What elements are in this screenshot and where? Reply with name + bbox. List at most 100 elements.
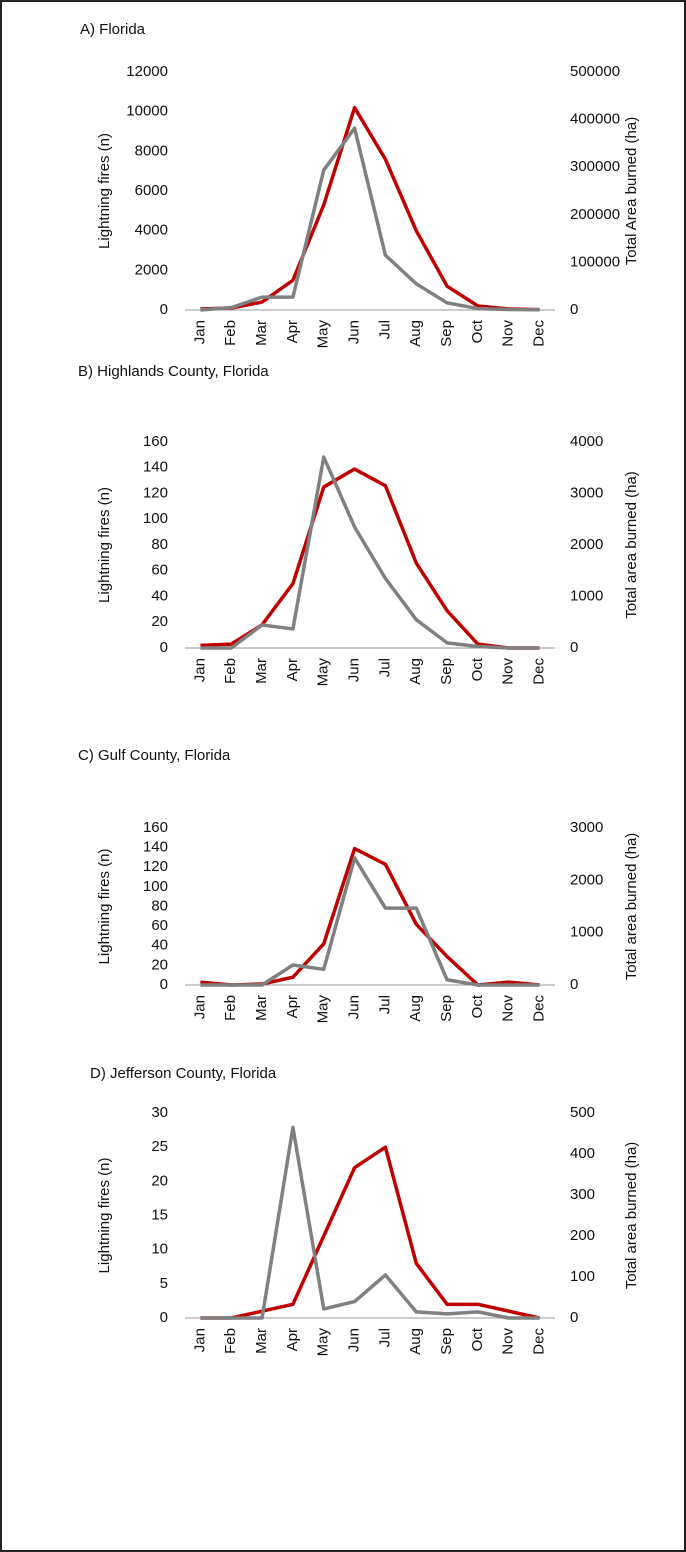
x-tick-label: Feb [222, 658, 239, 684]
y2-tick-label: 500000 [570, 63, 620, 80]
y2-tick-label: 100000 [570, 253, 620, 270]
y-tick-label: 15 [151, 1206, 168, 1223]
y2-tick-label: 0 [570, 639, 578, 656]
y-tick-label: 8000 [135, 142, 168, 159]
y2-axis-label: Total area burned (ha) [623, 471, 640, 619]
series-line [200, 455, 540, 650]
x-tick-label: Sep [438, 1328, 455, 1355]
x-tick-label: Oct [469, 994, 486, 1018]
x-tick-label: May [315, 995, 332, 1024]
y-tick-label: 0 [160, 639, 168, 656]
y2-tick-label: 300000 [570, 158, 620, 175]
y-tick-label: 120 [143, 484, 168, 501]
y2-tick-label: 0 [570, 301, 578, 318]
y2-axis-label: Total area burned (ha) [623, 1142, 640, 1290]
x-tick-label: Feb [222, 995, 239, 1021]
y-tick-label: 0 [160, 976, 168, 993]
x-tick-label: Mar [253, 995, 270, 1021]
y-tick-label: 0 [160, 1309, 168, 1326]
x-tick-label: Feb [222, 320, 239, 346]
y-tick-label: 100 [143, 510, 168, 527]
x-tick-label: Apr [284, 320, 301, 343]
y-axis-label: Lightning fires (n) [96, 133, 113, 249]
x-tick-label: Dec [531, 320, 548, 347]
y-tick-label: 120 [143, 858, 168, 875]
x-tick-label: Jan [191, 1328, 208, 1352]
x-tick-label: Sep [438, 658, 455, 685]
x-tick-label: Oct [469, 657, 486, 681]
x-tick-label: Apr [284, 1328, 301, 1351]
y-tick-label: 60 [151, 917, 168, 934]
x-tick-label: Nov [500, 658, 517, 685]
chart-title: C) Gulf County, Florida [78, 747, 231, 764]
y-tick-label: 60 [151, 562, 168, 579]
x-tick-label: Mar [253, 658, 270, 684]
chart-title: A) Florida [80, 21, 146, 38]
x-tick-label: Aug [407, 320, 424, 347]
x-tick-label: Apr [284, 658, 301, 681]
x-tick-label: Jun [346, 320, 363, 344]
x-tick-label: Mar [253, 1328, 270, 1354]
y-tick-label: 20 [151, 1172, 168, 1189]
y2-tick-label: 400 [570, 1145, 595, 1162]
x-tick-label: Oct [469, 1327, 486, 1351]
y-tick-label: 0 [160, 301, 168, 318]
x-tick-label: Feb [222, 1328, 239, 1354]
y-tick-label: 10000 [126, 103, 168, 120]
x-tick-label: Jun [346, 658, 363, 682]
x-tick-label: Nov [500, 1328, 517, 1355]
y-tick-label: 140 [143, 459, 168, 476]
y-tick-label: 30 [151, 1104, 168, 1121]
y-tick-label: 25 [151, 1138, 168, 1155]
series-line [200, 1145, 540, 1320]
x-tick-label: Jul [376, 1328, 393, 1347]
y2-tick-label: 3000 [570, 819, 603, 836]
x-tick-label: Jan [191, 320, 208, 344]
x-tick-label: Mar [253, 320, 270, 346]
x-tick-label: Dec [531, 658, 548, 685]
y-tick-label: 6000 [135, 182, 168, 199]
x-tick-label: Jan [191, 995, 208, 1019]
y-tick-label: 12000 [126, 63, 168, 80]
y-tick-label: 20 [151, 956, 168, 973]
x-tick-label: Dec [531, 995, 548, 1022]
x-tick-label: Jul [376, 995, 393, 1014]
y2-tick-label: 300 [570, 1186, 595, 1203]
y2-tick-label: 1000 [570, 587, 603, 604]
x-tick-label: Jul [376, 658, 393, 677]
y-tick-label: 100 [143, 878, 168, 895]
y-axis-label: Lightning fires (n) [96, 487, 113, 603]
series-line [200, 1125, 540, 1320]
y-tick-label: 140 [143, 839, 168, 856]
y2-tick-label: 1000 [570, 924, 603, 941]
x-tick-label: Jan [191, 658, 208, 682]
x-tick-label: Sep [438, 995, 455, 1022]
y2-tick-label: 400000 [570, 111, 620, 128]
x-tick-label: May [315, 1328, 332, 1357]
x-tick-label: Dec [531, 1328, 548, 1355]
series-line [200, 856, 540, 987]
y-axis-label: Lightning fires (n) [96, 849, 113, 965]
series-line [200, 105, 540, 312]
x-tick-label: Aug [407, 995, 424, 1022]
y-tick-label: 4000 [135, 222, 168, 239]
series-line [200, 126, 540, 312]
x-tick-label: Nov [500, 995, 517, 1022]
y2-tick-label: 0 [570, 976, 578, 993]
x-tick-label: Aug [407, 1328, 424, 1355]
x-tick-label: Aug [407, 658, 424, 685]
y-tick-label: 2000 [135, 261, 168, 278]
y-tick-label: 80 [151, 536, 168, 553]
y2-tick-label: 200000 [570, 206, 620, 223]
x-tick-label: Apr [284, 995, 301, 1018]
y2-tick-label: 3000 [570, 484, 603, 501]
y-tick-label: 80 [151, 897, 168, 914]
y-tick-label: 10 [151, 1241, 168, 1258]
y2-axis-label: Total area burned (ha) [623, 833, 640, 981]
y-tick-label: 160 [143, 819, 168, 836]
chart-title: B) Highlands County, Florida [78, 363, 269, 380]
y-tick-label: 160 [143, 433, 168, 450]
y-axis-label: Lightning fires (n) [96, 1158, 113, 1274]
